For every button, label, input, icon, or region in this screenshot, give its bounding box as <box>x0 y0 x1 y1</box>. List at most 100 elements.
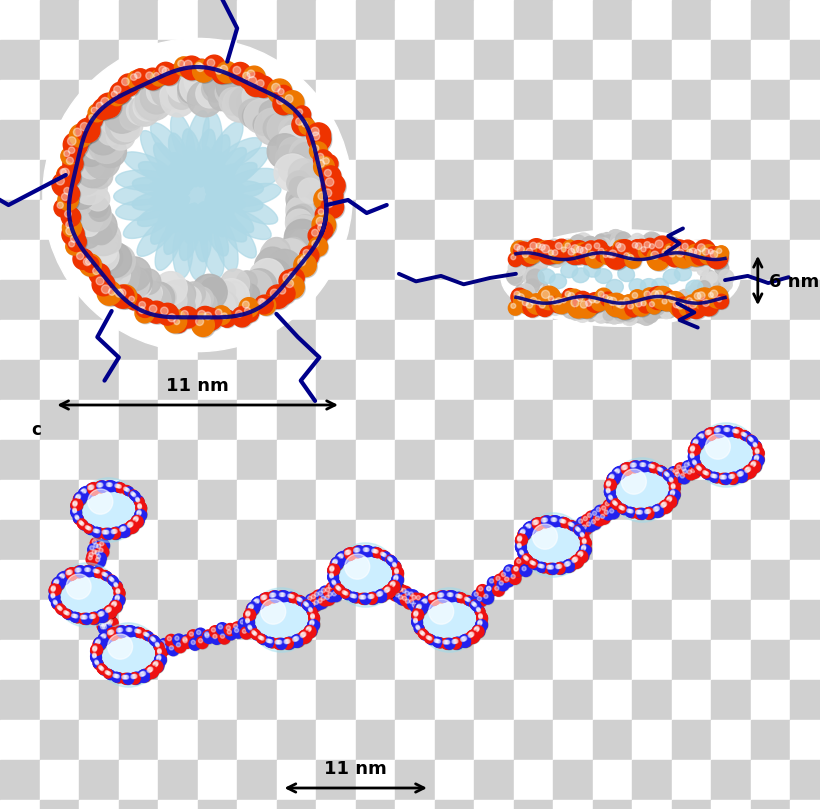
Ellipse shape <box>629 279 646 294</box>
Bar <box>671 640 711 680</box>
Circle shape <box>246 74 269 98</box>
Circle shape <box>445 639 456 650</box>
Circle shape <box>570 523 574 526</box>
Circle shape <box>105 629 118 641</box>
Bar <box>751 640 790 680</box>
Bar <box>237 680 276 720</box>
Circle shape <box>703 470 712 480</box>
Circle shape <box>720 475 723 479</box>
Circle shape <box>461 635 473 647</box>
Circle shape <box>274 94 295 116</box>
Circle shape <box>649 464 659 473</box>
Circle shape <box>526 269 544 287</box>
Circle shape <box>577 518 589 530</box>
Circle shape <box>59 608 62 611</box>
Circle shape <box>418 629 427 638</box>
Circle shape <box>67 570 71 574</box>
Bar <box>119 160 158 200</box>
Circle shape <box>697 256 712 271</box>
Circle shape <box>612 500 621 509</box>
Circle shape <box>523 555 532 565</box>
Circle shape <box>95 568 104 578</box>
Ellipse shape <box>194 214 212 261</box>
Circle shape <box>518 528 530 540</box>
Circle shape <box>613 300 630 318</box>
Circle shape <box>100 541 104 546</box>
Bar <box>316 560 356 600</box>
Circle shape <box>112 529 116 533</box>
Circle shape <box>744 434 747 437</box>
Circle shape <box>105 574 108 577</box>
Circle shape <box>313 599 325 611</box>
Bar <box>237 640 276 680</box>
Circle shape <box>94 659 103 668</box>
Circle shape <box>90 645 102 656</box>
Circle shape <box>550 251 562 262</box>
Circle shape <box>711 473 721 483</box>
Circle shape <box>392 574 403 587</box>
Circle shape <box>714 426 725 438</box>
Circle shape <box>518 536 521 540</box>
Bar <box>119 320 158 360</box>
Circle shape <box>58 607 61 610</box>
Circle shape <box>295 596 305 605</box>
Bar <box>514 520 554 560</box>
Circle shape <box>599 504 612 516</box>
Circle shape <box>98 609 110 621</box>
Circle shape <box>252 597 265 610</box>
Circle shape <box>226 629 237 641</box>
Circle shape <box>65 133 89 159</box>
Circle shape <box>85 566 96 577</box>
Bar <box>435 520 474 560</box>
Circle shape <box>420 599 432 611</box>
Circle shape <box>103 606 115 619</box>
Circle shape <box>478 621 482 624</box>
Circle shape <box>90 615 93 619</box>
Circle shape <box>132 675 136 679</box>
Circle shape <box>64 611 66 614</box>
Circle shape <box>71 506 81 517</box>
Circle shape <box>580 523 592 535</box>
Bar <box>790 40 830 80</box>
Circle shape <box>306 595 318 607</box>
Circle shape <box>603 310 613 320</box>
Circle shape <box>621 506 623 510</box>
Circle shape <box>576 551 588 564</box>
Circle shape <box>639 463 642 467</box>
Circle shape <box>664 237 680 253</box>
Bar <box>554 200 593 240</box>
Circle shape <box>609 496 613 499</box>
Circle shape <box>82 489 86 493</box>
Circle shape <box>261 599 286 625</box>
Circle shape <box>156 648 166 659</box>
Circle shape <box>673 468 685 480</box>
Circle shape <box>244 617 254 628</box>
Circle shape <box>564 247 574 256</box>
Circle shape <box>477 608 481 612</box>
Circle shape <box>534 520 538 524</box>
Circle shape <box>352 546 363 558</box>
Circle shape <box>668 489 680 500</box>
Circle shape <box>51 587 56 591</box>
Circle shape <box>306 628 310 632</box>
Circle shape <box>91 567 101 577</box>
Circle shape <box>604 481 616 492</box>
Circle shape <box>319 591 323 595</box>
Circle shape <box>139 670 152 682</box>
Circle shape <box>524 556 533 565</box>
Bar <box>158 760 198 800</box>
Bar <box>158 320 198 360</box>
Circle shape <box>266 639 270 642</box>
Circle shape <box>398 587 403 591</box>
Circle shape <box>315 158 335 178</box>
Ellipse shape <box>561 263 578 277</box>
Circle shape <box>601 232 613 245</box>
Circle shape <box>93 638 105 650</box>
Circle shape <box>109 89 126 107</box>
Circle shape <box>574 525 583 534</box>
Circle shape <box>379 551 388 560</box>
Bar <box>632 280 671 320</box>
Circle shape <box>723 428 726 431</box>
Circle shape <box>457 595 460 598</box>
Circle shape <box>537 286 560 310</box>
